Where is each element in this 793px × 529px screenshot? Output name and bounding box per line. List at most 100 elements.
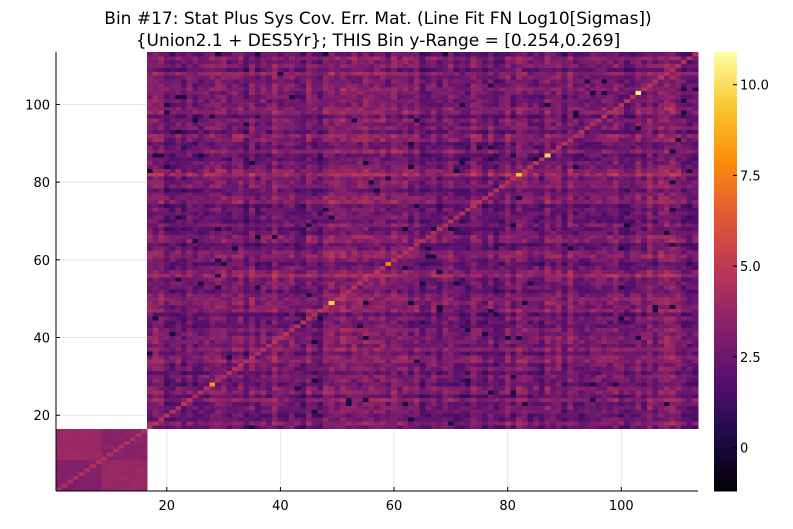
heatmap-cell [175, 288, 182, 294]
heatmap-cell [277, 226, 284, 232]
heatmap-cell [271, 351, 278, 356]
heatmap-cell [209, 281, 216, 286]
heatmap-cell [198, 389, 205, 395]
heatmap-cell [288, 285, 296, 290]
heatmap-cell [362, 203, 369, 208]
heatmap-cell [413, 257, 421, 263]
heatmap-cell [249, 300, 256, 305]
heatmap-cell [169, 327, 176, 333]
heatmap-cell [260, 133, 267, 138]
heatmap-cell [232, 327, 239, 333]
heatmap-cell [362, 222, 369, 228]
heatmap-cell [243, 382, 250, 387]
heatmap-cell [323, 417, 330, 422]
heatmap-cell [323, 308, 330, 313]
heatmap-cell [152, 331, 159, 337]
heatmap-cell [277, 137, 284, 142]
heatmap-cell [180, 71, 188, 76]
heatmap-cell [413, 366, 421, 371]
heatmap-cell [152, 94, 159, 100]
heatmap-cell [328, 292, 335, 298]
heatmap-cell [328, 226, 335, 232]
heatmap-cell [169, 261, 176, 267]
heatmap-cell [232, 145, 239, 150]
heatmap-cell [243, 63, 250, 68]
heatmap-cell [192, 351, 199, 356]
heatmap-cell [135, 448, 142, 453]
heatmap-cell [180, 67, 188, 72]
heatmap-cell [220, 160, 227, 166]
heatmap-cell [175, 292, 182, 298]
heatmap-cell [180, 180, 188, 185]
heatmap-cell [277, 230, 284, 235]
heatmap-cell [419, 269, 426, 274]
heatmap-cell [357, 226, 364, 232]
heatmap-cell [300, 261, 307, 267]
heatmap-cell [220, 102, 227, 107]
heatmap-cell [146, 378, 153, 383]
heatmap-cell [226, 176, 233, 181]
heatmap-cell [402, 114, 409, 119]
heatmap-cell [283, 79, 290, 84]
heatmap-cell [158, 63, 165, 68]
heatmap-cell [260, 86, 267, 92]
heatmap-cell [305, 125, 313, 131]
heatmap-cell [368, 203, 375, 208]
heatmap-cell [340, 215, 347, 220]
heatmap-cell [374, 242, 381, 247]
heatmap-cell [413, 316, 421, 321]
heatmap-cell [260, 153, 267, 158]
heatmap-cell [288, 238, 296, 243]
heatmap-cell [169, 230, 176, 235]
heatmap-cell [271, 141, 278, 146]
heatmap-cell [152, 281, 159, 286]
heatmap-cell [266, 296, 273, 302]
heatmap-cell [317, 250, 324, 255]
heatmap-cell [294, 121, 301, 127]
heatmap-cell [345, 215, 352, 220]
heatmap-cell [317, 389, 324, 395]
heatmap-cell [385, 261, 392, 267]
heatmap-cell [379, 343, 386, 348]
heatmap-cell [226, 125, 233, 131]
heatmap-cell [260, 75, 267, 80]
heatmap-cell [311, 312, 318, 317]
heatmap-cell [186, 59, 193, 65]
heatmap-cell [186, 90, 193, 96]
heatmap-cell [198, 195, 205, 201]
heatmap-cell [186, 156, 193, 162]
heatmap-cell [385, 191, 392, 197]
heatmap-cell [323, 215, 330, 220]
heatmap-cell [209, 90, 216, 96]
heatmap-cell [340, 164, 347, 169]
heatmap-cell [362, 358, 369, 364]
heatmap-cell [374, 106, 381, 111]
heatmap-cell [209, 59, 216, 65]
heatmap-cell [152, 257, 159, 263]
heatmap-cell [362, 273, 369, 278]
heatmap-cell [379, 226, 386, 232]
heatmap-cell [163, 250, 171, 255]
heatmap-cell [169, 378, 176, 383]
heatmap-cell [90, 471, 97, 476]
heatmap-cell [84, 459, 91, 465]
heatmap-cell [243, 79, 250, 84]
heatmap-cell [141, 436, 148, 441]
heatmap-cell [146, 397, 153, 403]
heatmap-cell [226, 160, 233, 166]
heatmap-cell [379, 393, 386, 399]
heatmap-cell [345, 129, 352, 134]
heatmap-cell [198, 187, 205, 193]
heatmap-cell [260, 160, 267, 166]
heatmap-cell [323, 207, 330, 212]
heatmap-cell [215, 211, 222, 216]
heatmap-cell [317, 316, 324, 321]
heatmap-cell [351, 382, 358, 387]
heatmap-cell [362, 83, 369, 88]
heatmap-cell [345, 211, 352, 216]
heatmap-cell [317, 417, 324, 422]
heatmap-cell [209, 125, 216, 131]
heatmap-cell [146, 331, 153, 337]
heatmap-cell [215, 292, 222, 298]
heatmap-cell [266, 370, 273, 375]
